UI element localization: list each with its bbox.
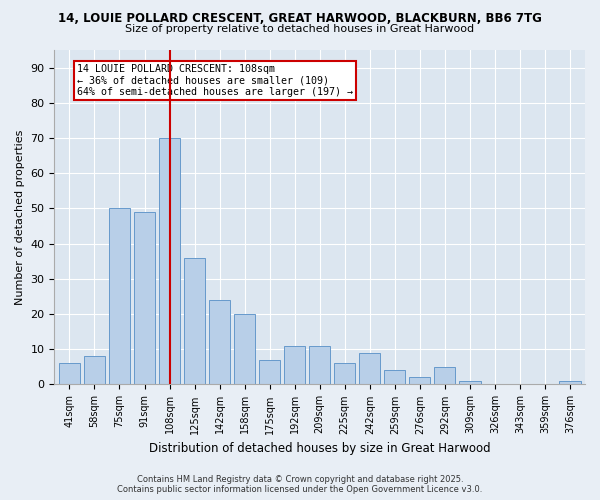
- Y-axis label: Number of detached properties: Number of detached properties: [15, 130, 25, 305]
- Bar: [109, 208, 130, 384]
- Text: 14 LOUIE POLLARD CRESCENT: 108sqm
← 36% of detached houses are smaller (109)
64%: 14 LOUIE POLLARD CRESCENT: 108sqm ← 36% …: [77, 64, 353, 98]
- Bar: [209, 300, 230, 384]
- Bar: [259, 360, 280, 384]
- Bar: [459, 381, 481, 384]
- Text: 14, LOUIE POLLARD CRESCENT, GREAT HARWOOD, BLACKBURN, BB6 7TG: 14, LOUIE POLLARD CRESCENT, GREAT HARWOO…: [58, 12, 542, 26]
- Bar: [84, 356, 105, 384]
- Bar: [384, 370, 406, 384]
- Bar: [409, 378, 430, 384]
- Bar: [309, 346, 331, 385]
- Bar: [559, 381, 581, 384]
- Bar: [59, 364, 80, 384]
- Bar: [159, 138, 180, 384]
- Bar: [134, 212, 155, 384]
- Bar: [234, 314, 255, 384]
- Bar: [434, 367, 455, 384]
- Bar: [184, 258, 205, 384]
- Text: Size of property relative to detached houses in Great Harwood: Size of property relative to detached ho…: [125, 24, 475, 34]
- Text: Contains HM Land Registry data © Crown copyright and database right 2025.
Contai: Contains HM Land Registry data © Crown c…: [118, 474, 482, 494]
- Bar: [359, 353, 380, 384]
- Bar: [334, 364, 355, 384]
- Bar: [284, 346, 305, 385]
- X-axis label: Distribution of detached houses by size in Great Harwood: Distribution of detached houses by size …: [149, 442, 491, 455]
